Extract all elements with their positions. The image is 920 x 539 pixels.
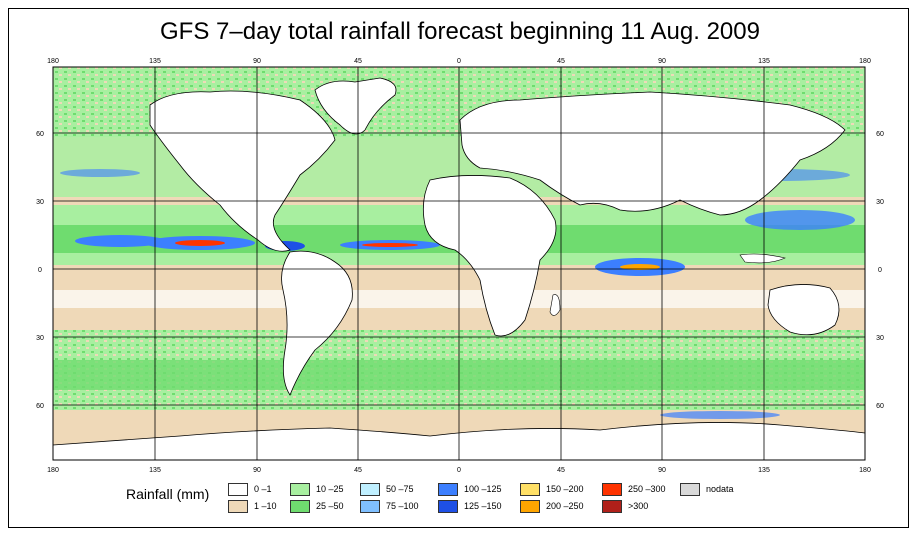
tick-left-1: 30 bbox=[36, 199, 44, 206]
madagascar bbox=[549, 294, 561, 316]
map-title: GFS 7–day total rainfall forecast beginn… bbox=[160, 18, 760, 45]
tick-bottom-4: 0 bbox=[457, 467, 461, 474]
australia bbox=[767, 284, 840, 336]
legend-label: nodata bbox=[706, 484, 734, 494]
tick-bottom-2: 90 bbox=[253, 467, 261, 474]
tick-top-2: 90 bbox=[253, 58, 261, 65]
tick-bottom-7: 135 bbox=[758, 467, 770, 474]
tick-top-6: 90 bbox=[658, 58, 666, 65]
tick-bottom-8: 180 bbox=[859, 467, 871, 474]
legend-label: 100 –125 bbox=[464, 484, 502, 494]
tick-top-5: 45 bbox=[557, 58, 565, 65]
legend-label: 50 –75 bbox=[386, 484, 414, 494]
legend-swatch bbox=[438, 500, 458, 513]
legend-label: 1 –10 bbox=[254, 501, 277, 511]
legend-label: 150 –200 bbox=[546, 484, 584, 494]
tick-right-4: 60 bbox=[876, 403, 884, 410]
tick-bottom-1: 135 bbox=[149, 467, 161, 474]
tick-top-0: 180 bbox=[47, 58, 59, 65]
tick-bottom-0: 180 bbox=[47, 467, 59, 474]
eurasia bbox=[459, 91, 846, 216]
legend-label: 0 –1 bbox=[254, 484, 272, 494]
legend: 0 –1 1 –10 10 –25 25 –50 50 –75 75 –100 … bbox=[228, 482, 828, 518]
legend-swatch bbox=[602, 500, 622, 513]
graticule bbox=[53, 67, 865, 460]
legend-label: 125 –150 bbox=[464, 501, 502, 511]
tick-bottom-6: 90 bbox=[658, 467, 666, 474]
legend-swatch bbox=[290, 483, 310, 496]
map-border bbox=[52, 66, 866, 461]
legend-label: 200 –250 bbox=[546, 501, 584, 511]
tick-top-4: 0 bbox=[457, 58, 461, 65]
legend-swatch bbox=[360, 500, 380, 513]
tick-bottom-3: 45 bbox=[354, 467, 362, 474]
tick-left-3: 30 bbox=[36, 335, 44, 342]
legend-label: >300 bbox=[628, 501, 649, 511]
legend-label: 25 –50 bbox=[316, 501, 344, 511]
tick-top-8: 180 bbox=[859, 58, 871, 65]
tick-bottom-5: 45 bbox=[557, 467, 565, 474]
indonesia bbox=[739, 253, 786, 264]
x-ticks-bottom: 180 135 90 45 0 45 90 135 180 bbox=[47, 467, 871, 474]
south-america bbox=[281, 250, 353, 396]
y-ticks-right: 60 30 0 30 60 bbox=[876, 131, 884, 410]
legend-label: 10 –25 bbox=[316, 484, 344, 494]
legend-swatch bbox=[520, 500, 540, 513]
tick-right-1: 30 bbox=[876, 199, 884, 206]
tick-top-3: 45 bbox=[354, 58, 362, 65]
x-ticks-top: 180 135 90 45 0 45 90 135 180 bbox=[47, 58, 871, 65]
legend-swatch bbox=[290, 500, 310, 513]
legend-swatch bbox=[680, 483, 700, 496]
legend-swatch bbox=[228, 483, 248, 496]
legend-swatch bbox=[520, 483, 540, 496]
legend-swatch bbox=[602, 483, 622, 496]
legend-title: Rainfall (mm) bbox=[126, 486, 210, 502]
tick-left-2: 0 bbox=[38, 267, 42, 274]
tick-right-3: 30 bbox=[876, 335, 884, 342]
tick-right-2: 0 bbox=[878, 267, 882, 274]
tick-left-4: 60 bbox=[36, 403, 44, 410]
greenland bbox=[314, 77, 397, 135]
y-ticks-left: 60 30 0 30 60 bbox=[36, 131, 44, 410]
legend-swatch bbox=[438, 483, 458, 496]
tick-left-0: 60 bbox=[36, 131, 44, 138]
africa bbox=[422, 175, 557, 337]
legend-label: 250 –300 bbox=[628, 484, 666, 494]
legend-swatch bbox=[360, 483, 380, 496]
tick-right-0: 60 bbox=[876, 131, 884, 138]
legend-swatch bbox=[228, 500, 248, 513]
north-america bbox=[149, 90, 336, 252]
tick-top-7: 135 bbox=[758, 58, 770, 65]
tick-top-1: 135 bbox=[149, 58, 161, 65]
legend-label: 75 –100 bbox=[386, 501, 419, 511]
